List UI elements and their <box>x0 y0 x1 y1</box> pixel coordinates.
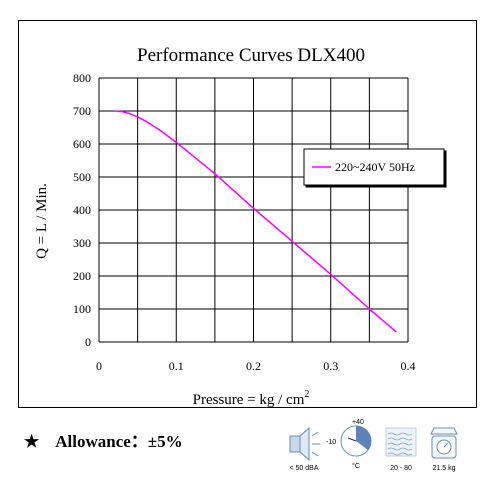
y-tick-label: 700 <box>73 104 91 118</box>
spec-icons-row: < 50 dBA +40 -10 °C 20 - 80 21.5 kg <box>282 418 492 492</box>
legend: 220~240V 50Hz <box>303 148 445 186</box>
allowance-note: ★ Allowance：±5% <box>24 427 183 452</box>
x-tick-label: 0.1 <box>169 359 184 373</box>
weight-scale-icon <box>430 427 458 459</box>
y-tick-label: 500 <box>73 170 91 184</box>
x-axis-label: Pressure = kg / cm2 <box>193 389 310 407</box>
performance-chart: Performance Curves DLX400 0 100 200 300 400 5… <box>34 45 445 407</box>
humidity-waves-icon <box>385 427 417 457</box>
x-tick-label: 0 <box>96 359 102 373</box>
x-tick-label: 0.2 <box>246 359 261 373</box>
y-tick-label: 800 <box>73 71 91 85</box>
y-tick-label: 100 <box>73 302 91 316</box>
y-tick-label: 200 <box>73 269 91 283</box>
temp-unit-label: °C <box>352 462 360 470</box>
temp-low-label: -10 <box>326 439 336 446</box>
y-tick-label: 300 <box>73 236 91 250</box>
x-tick-label: 0.3 <box>323 359 338 373</box>
x-axis-label-superscript: 2 <box>304 389 309 400</box>
series-line <box>114 110 397 333</box>
x-axis-label-text: Pressure = kg / cm <box>193 392 305 407</box>
tick-labels: 0 100 200 300 400 500 600 700 800 0 0.1 0.2 0.3 0.4 <box>73 71 416 373</box>
thermometer-dial-icon <box>340 425 372 457</box>
y-tick-label: 600 <box>73 137 91 151</box>
spec-icons: < 50 dBA +40 -10 °C 20 - 80 21.5 kg <box>289 419 458 472</box>
allowance-text: Allowance：±5% <box>55 432 183 451</box>
series-layer <box>114 110 397 333</box>
chart-title: Performance Curves DLX400 <box>137 45 365 66</box>
weight-label: 21.5 kg <box>433 465 456 472</box>
x-tick-label: 0.4 <box>401 359 416 373</box>
y-tick-label: 0 <box>85 335 91 349</box>
temp-high-label: +40 <box>352 419 364 426</box>
star-icon: ★ <box>24 432 40 451</box>
chart-frame: Performance Curves DLX400 0 100 200 300 400 5… <box>18 20 477 408</box>
y-axis-label: Q = L / Min. <box>34 183 50 259</box>
noise-label: < 50 dBA <box>290 465 319 472</box>
speaker-noise-icon <box>289 426 320 462</box>
y-tick-label: 400 <box>73 203 91 217</box>
legend-label: 220~240V 50Hz <box>335 160 415 174</box>
humidity-label: 20 - 80 <box>390 465 412 472</box>
